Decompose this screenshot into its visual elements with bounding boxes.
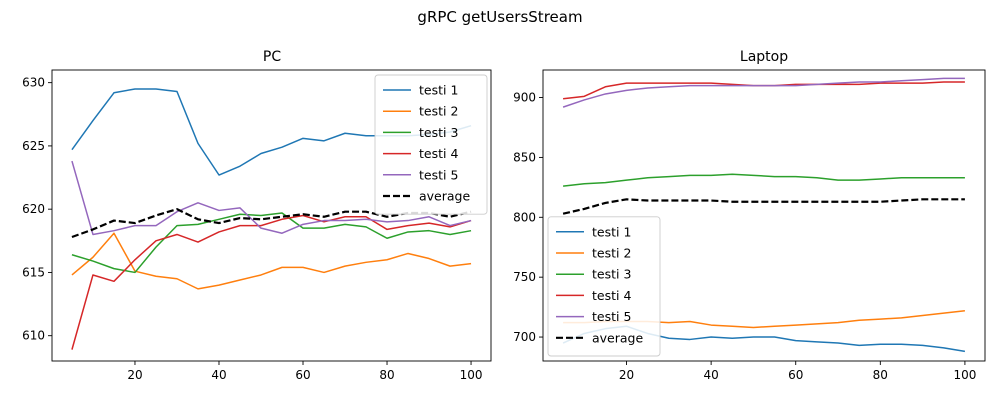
legend-label: average [419,189,470,204]
y-tick-label: 610 [22,329,45,343]
legend-label: testi 4 [592,288,631,303]
axes-frame [51,69,492,362]
y-tick-label: 620 [22,202,45,216]
legend-label: testi 3 [592,267,631,282]
x-tick-label: 80 [379,368,394,382]
x-tick-label: 80 [873,368,888,382]
chart-title: PC [263,49,281,65]
series-line-testi-5 [71,160,472,236]
series-line-testi-4 [71,214,472,350]
y-tick-label: 630 [22,76,45,90]
y-tick-label: 700 [513,330,536,344]
legend-box [547,216,661,357]
figure-suptitle: gRPC getUsersStream [417,8,582,26]
x-tick-label: 20 [619,368,634,382]
series-line-average [562,198,965,215]
y-tick-label: 800 [513,210,536,224]
y-tick-label: 850 [513,150,536,164]
x-tick-label: 100 [953,368,976,382]
legend-label: testi 4 [419,146,458,161]
chart-title: Laptop [740,49,788,65]
legend-label: average [592,330,643,345]
series-line-testi-3 [71,212,472,274]
legend-label: testi 5 [419,167,458,182]
legend-label: testi 2 [419,104,458,119]
legend-label: testi 2 [592,246,631,261]
y-tick-label: 750 [513,270,536,284]
x-tick-label: 40 [703,368,718,382]
y-tick-label: 625 [22,139,45,153]
series-line-testi-5 [562,77,965,108]
legend-label: testi 5 [592,309,631,324]
x-tick-label: 60 [295,368,310,382]
axes-frame [542,69,986,362]
y-tick-label: 615 [22,265,45,279]
legend: testi 1 testi 2 testi 3 testi 4 testi 5 avera… [547,216,661,357]
series-line-testi-2 [71,232,472,290]
x-tick-label: 60 [788,368,803,382]
legend: testi 1 testi 2 testi 3 testi 4 testi 5 avera… [374,74,488,215]
legend-label: testi 1 [592,224,631,239]
x-tick-label: 100 [460,368,483,382]
series-line-testi-3 [563,173,965,187]
legend-label: testi 1 [419,83,458,98]
legend-label: testi 3 [419,125,458,140]
x-tick-label: 20 [127,368,142,382]
y-tick-label: 900 [513,91,536,105]
chart-laptop: Laptop 20 40 60 80 100 700 750 800 850 900 testi 1… [513,49,986,382]
x-tick-label: 40 [211,368,226,382]
legend-box [374,74,488,215]
